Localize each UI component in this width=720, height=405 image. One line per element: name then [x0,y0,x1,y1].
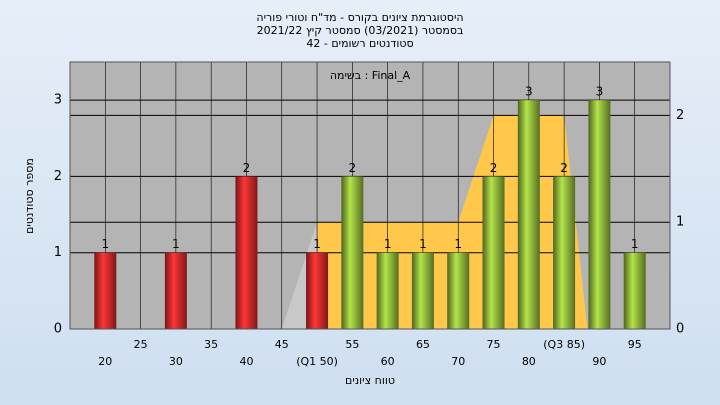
data-label: 1 [631,237,639,251]
data-label: 1 [419,237,427,251]
x-tick-label: 25 [134,338,148,351]
x-tick-label: 65 [416,338,430,351]
plot-border [69,61,671,330]
x-tick-label: 35 [204,338,218,351]
bar [376,252,399,329]
data-label: 1 [384,237,392,251]
data-label: 2 [490,161,498,175]
x-tick-label: 20 [98,355,112,368]
x-axis-label: טווח ציונים [345,374,395,387]
data-label: 2 [349,161,357,175]
title-line: סטודנטים רשומים - 42 [306,37,413,50]
x-tick-label: 40 [239,355,253,368]
title-line: בסמסטר (03/2021) סמסטר קיץ 2021/22 [257,24,464,37]
bar [306,252,329,329]
data-label: 2 [560,161,568,175]
y2-tick-label: 2 [676,108,684,123]
y-tick-label: 0 [54,322,62,337]
x-tick-label: (Q3 85) [543,338,585,351]
bar [482,176,505,329]
data-label: 1 [101,237,109,251]
y2-tick-label: 1 [676,215,684,230]
y-tick-label: 2 [54,169,62,184]
y-tick-label: 3 [54,93,62,108]
bar [588,100,611,330]
x-tick-label: 75 [487,338,501,351]
y-tick-label: 1 [54,245,62,260]
data-label: 1 [454,237,462,251]
x-tick-label: 95 [628,338,642,351]
x-tick-label: 30 [169,355,183,368]
bar [94,252,117,329]
bar [553,176,576,329]
x-tick-label: 80 [522,355,536,368]
x-tick-label: 70 [451,355,465,368]
data-label: 3 [525,85,533,99]
data-label: 1 [313,237,321,251]
annotation: בשימה : Final_A [330,69,411,82]
bar [447,252,470,329]
title-line: היסטוגרמת ציונים בקורס - מד"ח וטורי פורי… [256,11,463,24]
bar [623,252,646,329]
data-label: 2 [243,161,251,175]
bar [235,176,258,329]
x-tick-label: 60 [381,355,395,368]
x-tick-label: (Q1 50) [296,355,338,368]
data-label: 3 [596,85,604,99]
bar [164,252,187,329]
x-tick-label: 45 [275,338,289,351]
bar [341,176,364,329]
y2-tick-label: 0 [676,322,684,337]
x-tick-label: 55 [345,338,359,351]
y-axis-label: מספר סטודנטים [23,158,36,234]
bar [517,100,540,330]
bar [411,252,434,329]
data-label: 1 [172,237,180,251]
x-tick-label: 90 [592,355,606,368]
